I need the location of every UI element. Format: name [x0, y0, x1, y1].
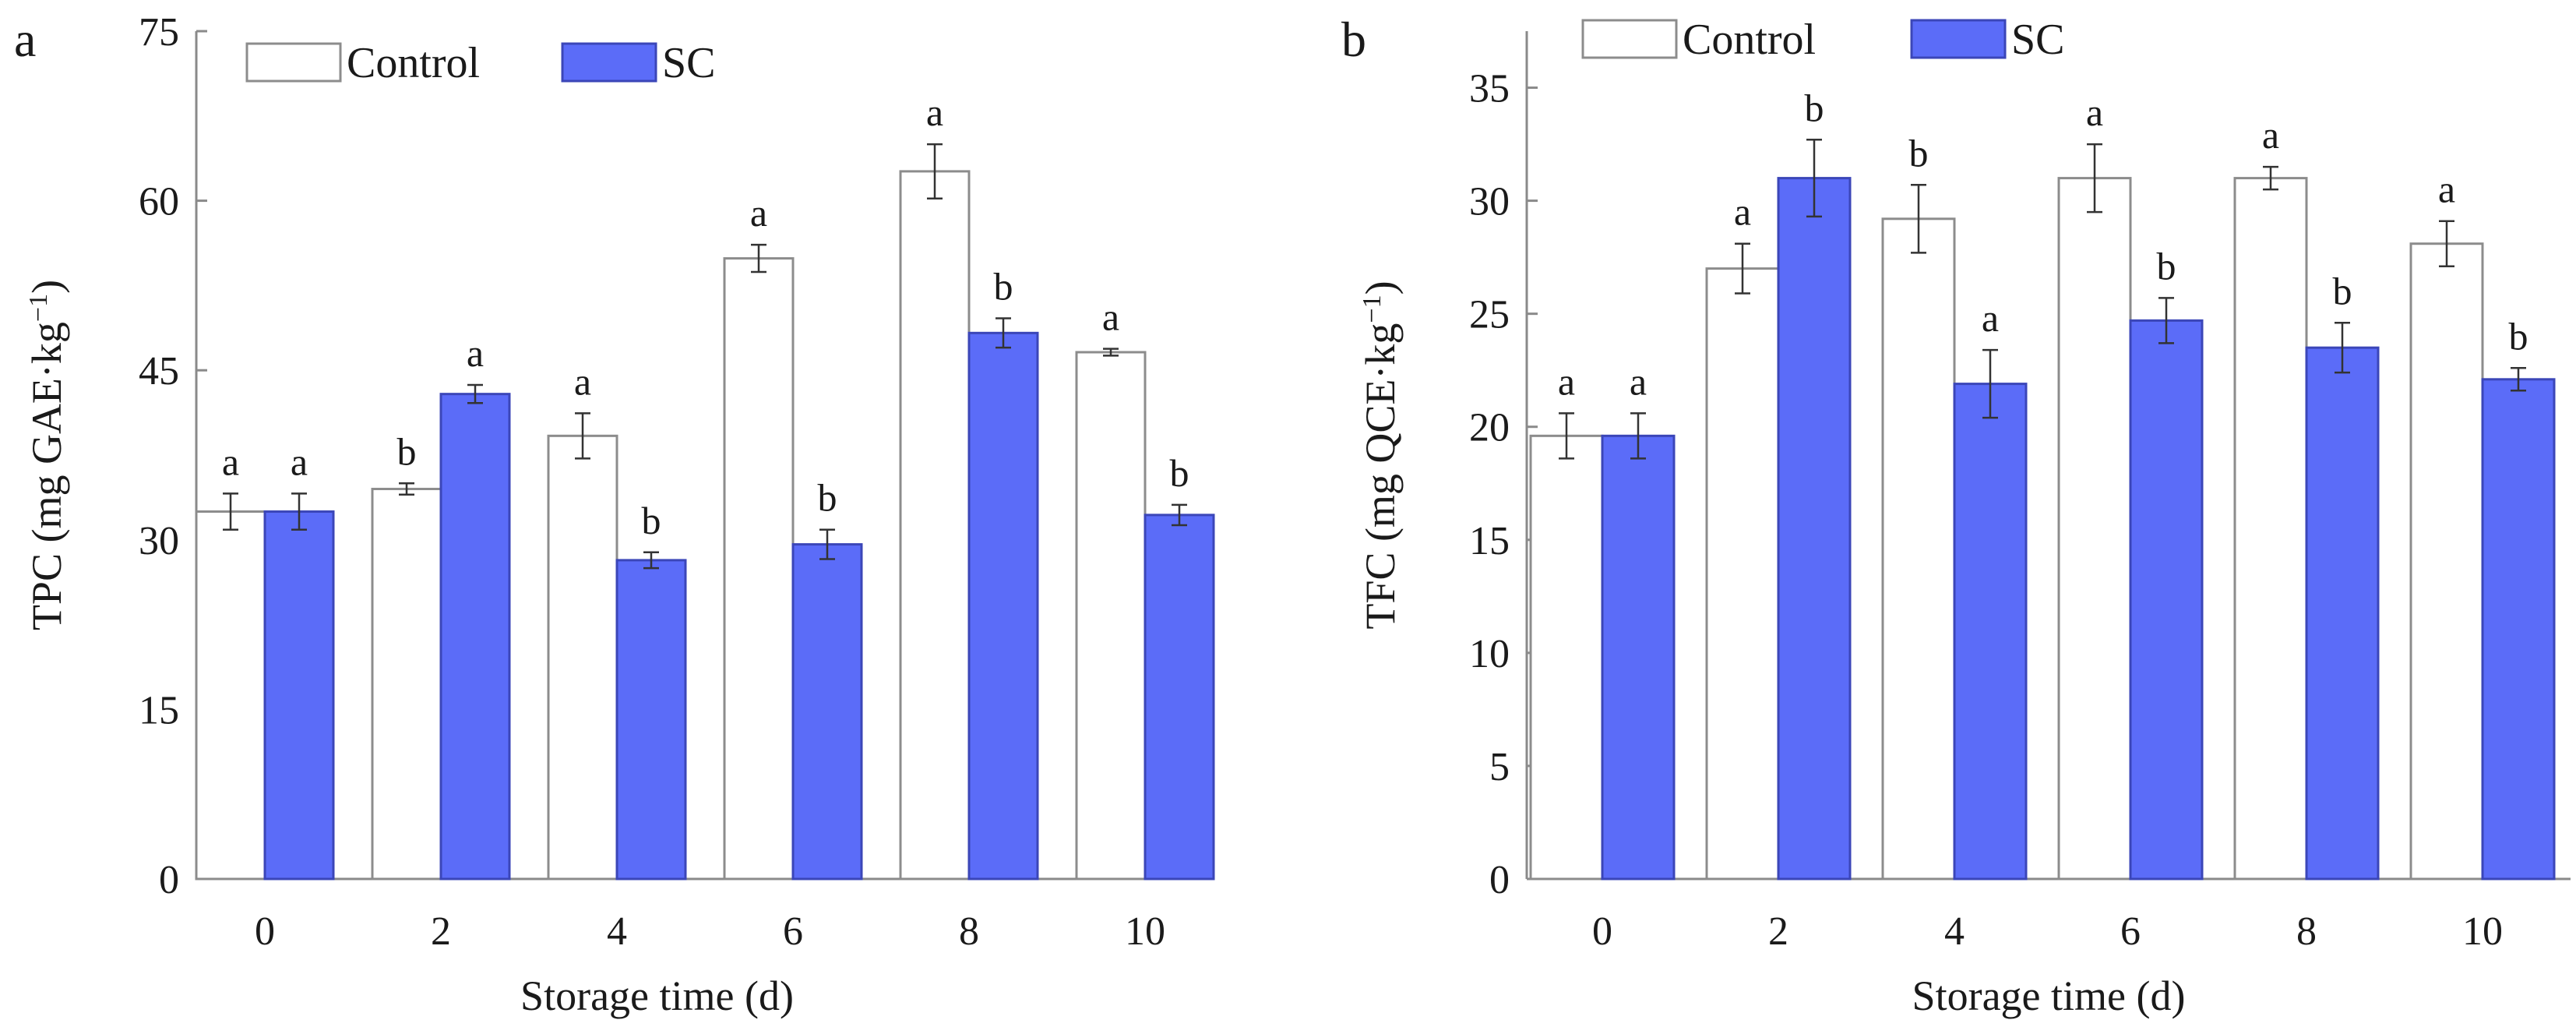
- x-axis-label: Storage time (d): [1912, 972, 2186, 1019]
- control-bar: [2409, 242, 2484, 881]
- significance-letter: b: [397, 429, 417, 473]
- legend-label-control: Control: [1683, 16, 1816, 64]
- y-tick-label: 30: [1469, 180, 1510, 224]
- significance-letter: b: [1170, 451, 1189, 495]
- y-tick-label: 0: [159, 858, 179, 902]
- x-tick-label: 0: [255, 909, 275, 954]
- significance-letter: a: [1558, 359, 1575, 403]
- significance-letter: b: [2157, 244, 2176, 288]
- control-bar: [1881, 217, 1956, 881]
- y-tick-label: 75: [139, 10, 179, 55]
- control-bar: [2057, 177, 2132, 881]
- significance-letter: a: [1630, 359, 1647, 403]
- y-axis-label-superscript: −1: [1358, 295, 1387, 323]
- x-tick-label: 10: [1125, 909, 1165, 954]
- control-bar: [1075, 351, 1147, 881]
- legend-swatch-control: [1581, 19, 1678, 59]
- y-axis-label: TPC (mg GAE·kg−1): [23, 280, 70, 630]
- significance-letter: a: [467, 331, 484, 375]
- sc-bar: [263, 510, 335, 881]
- significance-letter: a: [2086, 90, 2103, 134]
- legend-swatch-sc: [561, 42, 657, 83]
- x-tick-label: 4: [1944, 909, 1965, 954]
- y-tick-label: 5: [1489, 745, 1510, 789]
- control-bar: [195, 510, 266, 881]
- legend-label-sc: SC: [662, 39, 716, 87]
- y-tick-label: 20: [1469, 406, 1510, 450]
- x-tick-label: 10: [2462, 909, 2503, 954]
- sc-bar: [2305, 346, 2380, 881]
- significance-letter: b: [1909, 131, 1929, 175]
- y-tick-label: 10: [1469, 632, 1510, 676]
- y-axis-label-superscript: −1: [24, 294, 53, 322]
- y-axis-label-close: ): [1357, 281, 1404, 295]
- control-bar: [547, 434, 618, 881]
- y-axis-label-main: TPC (mg GAE·kg: [23, 322, 70, 630]
- sc-bar: [1953, 383, 2028, 881]
- y-tick-label: 25: [1469, 293, 1510, 337]
- x-tick-label: 0: [1592, 909, 1612, 954]
- y-axis-label-main: TFC (mg QCE·kg: [1357, 323, 1404, 630]
- control-bar: [1529, 434, 1604, 881]
- sc-bar: [1601, 434, 1676, 881]
- significance-letter: a: [1102, 295, 1119, 339]
- control-bar: [723, 257, 795, 881]
- significance-letter: a: [926, 90, 943, 134]
- y-tick-label: 45: [139, 349, 179, 394]
- y-tick-label: 60: [139, 180, 179, 224]
- y-axis-label-close: ): [23, 280, 70, 294]
- y-tick-label: 15: [1469, 519, 1510, 563]
- x-tick-label: 8: [959, 909, 979, 954]
- panel-label: a: [14, 12, 36, 67]
- y-tick-label: 30: [139, 519, 179, 563]
- significance-letter: a: [2262, 113, 2279, 157]
- y-tick-label: 0: [1489, 858, 1510, 902]
- significance-letter: a: [1734, 190, 1751, 234]
- x-tick-label: 2: [431, 909, 451, 954]
- legend-label-control: Control: [347, 39, 480, 87]
- x-tick-label: 6: [2120, 909, 2141, 954]
- legend-label-sc: SC: [2011, 16, 2065, 64]
- significance-letter: a: [2438, 168, 2455, 211]
- sc-bar: [1144, 514, 1215, 881]
- chart-panel-a: a 0 15 30 45 60 75 TPC (mg GAE·kg−1) 0 2 4 6 8 10 Stor…: [14, 10, 1215, 1019]
- significance-letter: a: [750, 191, 767, 235]
- significance-letter: b: [642, 499, 661, 542]
- sc-bar: [439, 393, 511, 881]
- control-bar: [1705, 267, 1780, 881]
- control-bar: [2233, 177, 2308, 881]
- sc-bar: [967, 331, 1039, 881]
- significance-letter: b: [2333, 269, 2352, 312]
- significance-letter: a: [574, 359, 591, 403]
- y-tick-label: 15: [139, 688, 179, 732]
- significance-letter: a: [222, 439, 239, 483]
- sc-bar: [1777, 177, 1852, 881]
- chart-panel-b: b 0 5 10 15 20 25 30 35 TFC (mg QCE·kg−1) 0 2 4 6 8 10 S…: [1341, 12, 2571, 1019]
- y-tick-label: 35: [1469, 67, 1510, 111]
- sc-bar: [2481, 378, 2556, 881]
- x-tick-label: 8: [2296, 909, 2317, 954]
- panel-label: b: [1341, 12, 1366, 67]
- control-bar: [899, 170, 971, 881]
- y-axis-label: TFC (mg QCE·kg−1): [1357, 281, 1404, 629]
- sc-bar: [2129, 319, 2204, 881]
- legend-swatch-control: [245, 42, 342, 83]
- significance-letter: b: [994, 264, 1013, 308]
- x-tick-label: 4: [607, 909, 627, 954]
- significance-letter: b: [818, 476, 837, 520]
- sc-bar: [791, 543, 863, 881]
- significance-letter: a: [1982, 296, 1999, 340]
- legend-swatch-sc: [1910, 19, 2007, 59]
- significance-letter: b: [1805, 86, 1824, 129]
- sc-bar: [615, 559, 687, 881]
- significance-letter: a: [291, 439, 308, 483]
- control-bar: [371, 488, 442, 881]
- x-tick-label: 2: [1768, 909, 1788, 954]
- significance-letter: b: [2509, 314, 2528, 358]
- x-axis-label: Storage time (d): [520, 972, 794, 1019]
- x-tick-label: 6: [783, 909, 803, 954]
